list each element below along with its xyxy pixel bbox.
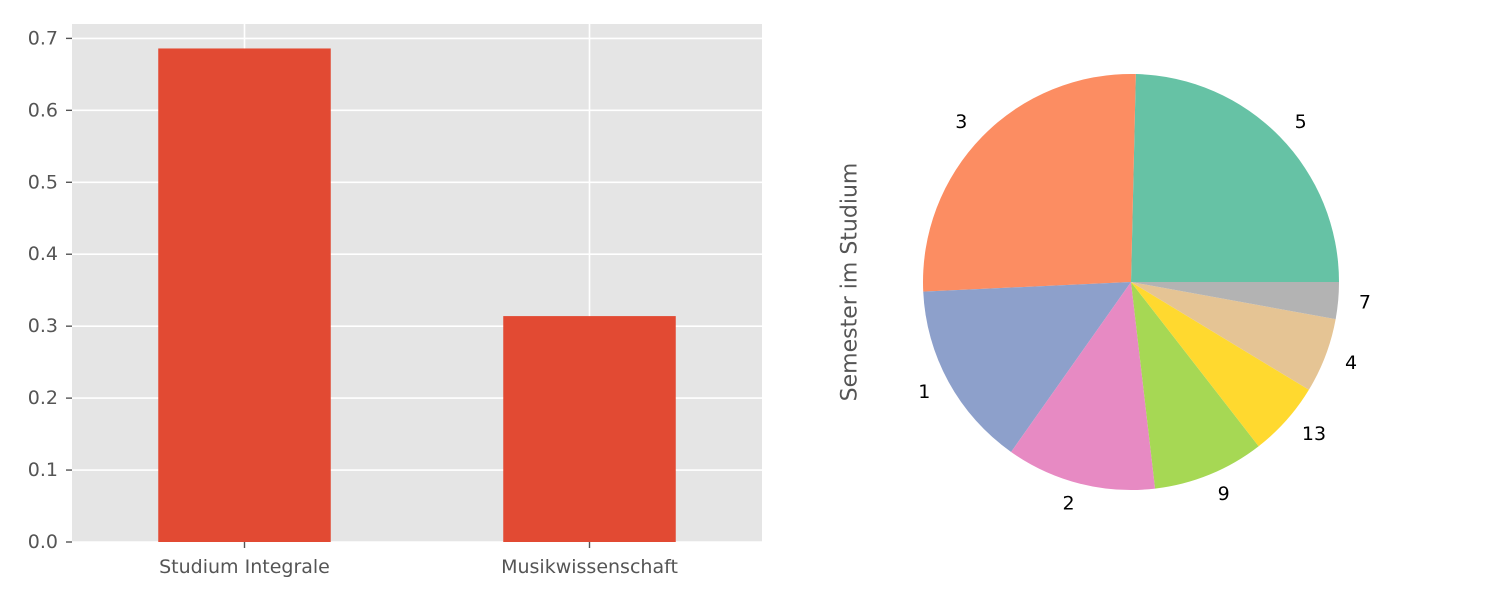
bar-chart-ytick-label: 0.2 (28, 387, 58, 409)
pie-chart-slices (923, 74, 1339, 490)
pie-slice-7 (1131, 282, 1339, 320)
pie-slice-3 (923, 74, 1136, 292)
pie-chart: Semester im Studium 5 3 1 2 9 13 4 7 (838, 74, 1371, 515)
pie-chart-ylabel: Semester im Studium (838, 163, 863, 402)
pie-label-13: 13 (1302, 423, 1326, 445)
bar-chart-ytick-label: 0.1 (28, 459, 58, 481)
pie-label-4: 4 (1345, 352, 1357, 374)
pie-label-5: 5 (1295, 111, 1307, 133)
bar-chart-xtick-label: Musikwissenschaft (501, 556, 678, 578)
pie-label-3: 3 (955, 111, 967, 133)
pie-label-7: 7 (1359, 292, 1371, 314)
pie-slice-9 (1131, 282, 1259, 489)
pie-slice-2 (1011, 282, 1156, 490)
bar-chart-ytick-label: 0.5 (28, 171, 58, 193)
bar-chart-y-axis: 0.0 0.1 0.2 0.3 0.4 0.5 0.6 0.7 (28, 27, 72, 553)
bar-chart-ytick-label: 0.3 (28, 315, 58, 337)
bar-chart: 0.0 0.1 0.2 0.3 0.4 0.5 0.6 0.7 Studium Integra… (28, 24, 762, 578)
pie-label-9: 9 (1218, 483, 1230, 505)
bar-chart-xtick-label: Studium Integrale (159, 556, 330, 578)
bar-musikwissenschaft (503, 316, 676, 542)
pie-label-1: 1 (918, 381, 930, 403)
pie-slice-13 (1131, 282, 1309, 447)
bar-chart-ytick-label: 0.0 (28, 531, 58, 553)
bar-chart-ytick-label: 0.6 (28, 99, 58, 121)
pie-chart-labels: 5 3 1 2 9 13 4 7 (918, 111, 1371, 515)
bar-chart-x-axis: Studium Integrale Musikwissenschaft (159, 542, 678, 578)
bar-chart-bars (158, 48, 676, 542)
bar-chart-ytick-label: 0.4 (28, 243, 58, 265)
pie-slice-5 (1131, 74, 1339, 283)
pie-slice-4 (1131, 282, 1336, 390)
bar-chart-ytick-label: 0.7 (28, 27, 58, 49)
pie-slice-1 (923, 282, 1131, 452)
pie-label-2: 2 (1062, 493, 1074, 515)
bar-studium-integrale (158, 48, 331, 542)
